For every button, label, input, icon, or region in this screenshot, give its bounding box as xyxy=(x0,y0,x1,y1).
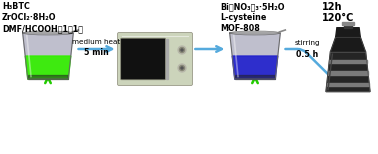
Polygon shape xyxy=(342,22,354,25)
Circle shape xyxy=(181,67,183,69)
Polygon shape xyxy=(328,71,368,75)
Circle shape xyxy=(181,49,183,51)
Text: ZrOCl₂·8H₂O: ZrOCl₂·8H₂O xyxy=(2,13,56,22)
Circle shape xyxy=(178,64,186,72)
Ellipse shape xyxy=(230,31,280,35)
Text: 12h: 12h xyxy=(322,2,342,12)
FancyBboxPatch shape xyxy=(121,38,166,80)
Polygon shape xyxy=(336,28,360,37)
FancyBboxPatch shape xyxy=(118,32,192,85)
Polygon shape xyxy=(28,75,68,79)
Polygon shape xyxy=(326,52,370,92)
Text: stirring: stirring xyxy=(294,40,320,46)
Polygon shape xyxy=(329,60,367,63)
Polygon shape xyxy=(327,83,369,86)
Text: MOF-808: MOF-808 xyxy=(220,24,260,33)
Polygon shape xyxy=(23,33,73,79)
Circle shape xyxy=(180,65,184,71)
Ellipse shape xyxy=(23,31,73,35)
Text: 120°C: 120°C xyxy=(322,13,355,23)
Text: 0.5 h: 0.5 h xyxy=(296,50,318,59)
Text: medium heat: medium heat xyxy=(73,39,121,45)
Text: H₃BTC: H₃BTC xyxy=(2,2,30,11)
Polygon shape xyxy=(344,24,352,28)
Polygon shape xyxy=(230,33,280,79)
Polygon shape xyxy=(166,39,168,79)
Circle shape xyxy=(180,47,184,53)
Text: DMF/HCOOH（1：1）: DMF/HCOOH（1：1） xyxy=(2,24,83,33)
Text: L-cysteine: L-cysteine xyxy=(220,13,266,22)
Polygon shape xyxy=(25,56,71,79)
Polygon shape xyxy=(232,56,278,79)
Polygon shape xyxy=(235,75,275,79)
Text: 5 min: 5 min xyxy=(84,48,109,57)
Circle shape xyxy=(178,46,186,54)
Polygon shape xyxy=(330,37,366,52)
Text: Bi（NO₃）₃·5H₂O: Bi（NO₃）₃·5H₂O xyxy=(220,2,285,11)
